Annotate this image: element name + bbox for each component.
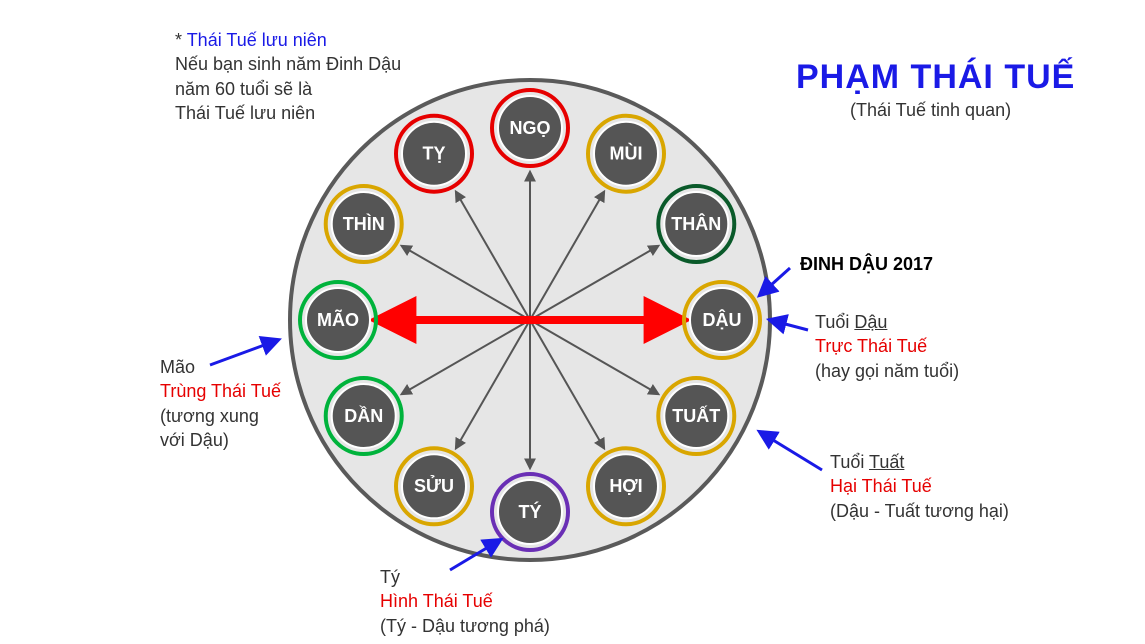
zodiac-node-mao: MÃO (300, 282, 376, 358)
svg-text:DẦN: DẦN (344, 405, 383, 426)
note-dau-l3: (hay gọi năm tuổi) (815, 361, 959, 381)
note-top-left: * Thái Tuế lưu niên Nếu bạn sinh năm Đin… (175, 28, 401, 125)
zodiac-node-thin: THÌN (326, 186, 402, 262)
note-dau-l2: Trực Thái Tuế (815, 336, 927, 356)
note-ty-l1: Tý (380, 567, 400, 587)
svg-text:TỴ: TỴ (422, 143, 445, 163)
svg-text:MÃO: MÃO (317, 309, 359, 330)
note-tuat: Tuổi Tuất Hại Thái Tuế (Dậu - Tuất tương… (830, 450, 1009, 523)
note-mao-l3: (tương xung (160, 406, 259, 426)
zodiac-node-dan: DẦN (326, 378, 402, 454)
svg-text:SỬU: SỬU (414, 475, 454, 496)
svg-text:THÌN: THÌN (343, 213, 385, 234)
note-mao: Mão Trùng Thái Tuế (tương xung với Dậu) (160, 355, 281, 452)
svg-text:HỢI: HỢI (609, 476, 642, 496)
note-top-left-l4: Thái Tuế lưu niên (175, 103, 315, 123)
svg-text:NGỌ: NGỌ (509, 118, 550, 138)
zodiac-node-than: THÂN (658, 186, 734, 262)
note-ty: Tý Hình Thái Tuế (Tý - Dậu tương phá) (380, 565, 550, 638)
zodiac-node-hoi: HỢI (588, 448, 664, 524)
svg-text:TÝ: TÝ (518, 501, 541, 522)
note-mao-l2: Trùng Thái Tuế (160, 381, 281, 401)
note-top-left-l1-prefix: * (175, 30, 187, 50)
note-dau-l1b: Dậu (854, 312, 887, 332)
svg-text:MÙI: MÙI (610, 142, 643, 163)
note-tuat-l3: (Dậu - Tuất tương hại) (830, 501, 1009, 521)
note-tuat-l1a: Tuổi (830, 452, 869, 472)
note-dau-l1a: Tuổi (815, 312, 854, 332)
note-dau: Tuổi Dậu Trực Thái Tuế (hay gọi năm tuổi… (815, 310, 959, 383)
note-top-left-l1-hl: Thái Tuế lưu niên (187, 30, 327, 50)
note-mao-l4: với Dậu) (160, 430, 229, 450)
note-year-text: ĐINH DẬU 2017 (800, 254, 933, 274)
svg-text:TUẤT: TUẤT (672, 405, 720, 426)
note-top-left-l2: Nếu bạn sinh năm Đinh Dậu (175, 54, 401, 74)
note-top-left-l3: năm 60 tuổi sẽ là (175, 79, 312, 99)
zodiac-wheel: NGỌ MÙI THÂN DẬU TUẤT HỢI TÝ SỬU DẦN MÃO THÌN TỴ (0, 0, 1145, 644)
zodiac-node-dau: DẬU (684, 282, 760, 358)
note-ty-l3: (Tý - Dậu tương phá) (380, 616, 550, 636)
zodiac-node-ty2: TÝ (492, 474, 568, 550)
zodiac-node-suu: SỬU (396, 448, 472, 524)
zodiac-node-ty: TỴ (396, 116, 472, 192)
zodiac-node-mui: MÙI (588, 116, 664, 192)
note-tuat-l1b: Tuất (869, 452, 904, 472)
note-year: ĐINH DẬU 2017 (800, 252, 933, 276)
note-ty-l2: Hình Thái Tuế (380, 591, 493, 611)
note-tuat-l2: Hại Thái Tuế (830, 476, 932, 496)
svg-text:DẬU: DẬU (703, 309, 742, 330)
zodiac-node-ngo: NGỌ (492, 90, 568, 166)
note-mao-l1: Mão (160, 357, 195, 377)
svg-text:THÂN: THÂN (671, 213, 721, 234)
zodiac-node-tuat: TUẤT (658, 378, 734, 454)
